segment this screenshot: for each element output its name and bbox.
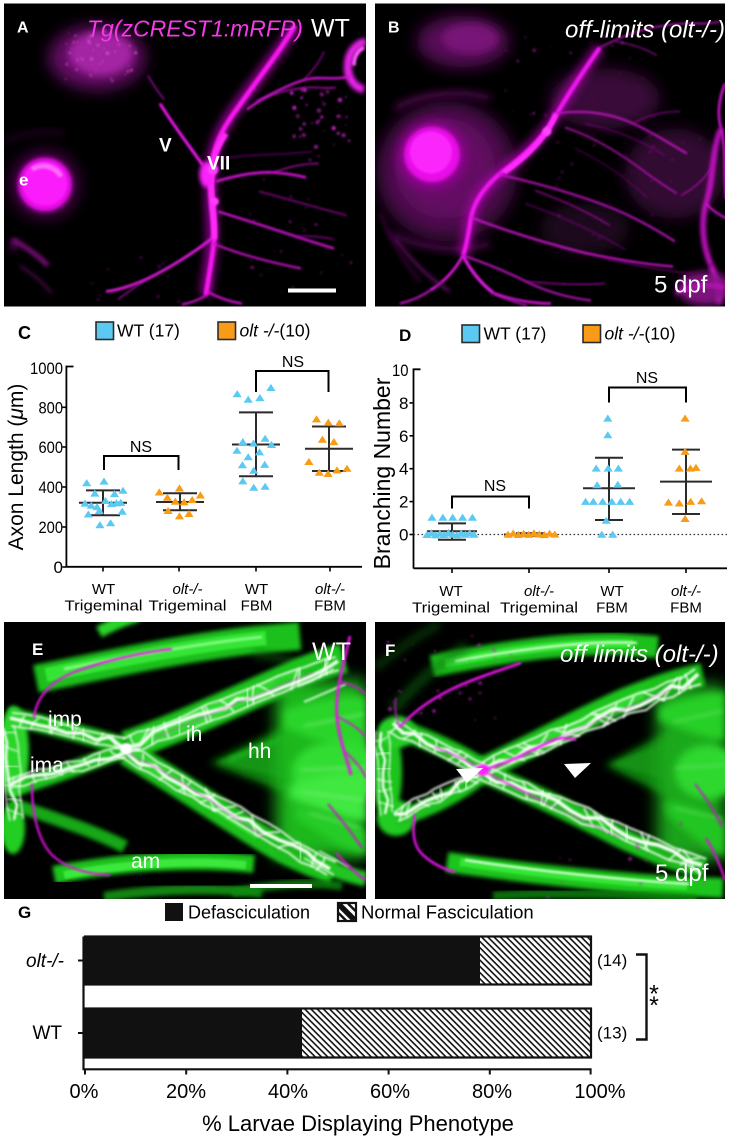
svg-text:800: 800: [39, 398, 64, 417]
svg-text:Tg(zCREST1:mRFP): Tg(zCREST1:mRFP): [87, 16, 303, 42]
svg-text:WT: WT: [312, 638, 351, 666]
svg-text:NS: NS: [636, 370, 658, 387]
svg-text:FBM: FBM: [314, 598, 346, 615]
svg-text:% Larvae Displaying Phenotype: % Larvae Displaying Phenotype: [202, 1111, 514, 1136]
svg-text:olt-/-: olt-/-: [173, 581, 203, 598]
svg-text:0: 0: [54, 558, 63, 577]
svg-text:am: am: [131, 850, 160, 873]
svg-text:WT: WT: [245, 581, 268, 598]
svg-text:olt -/-(10): olt -/-(10): [605, 324, 676, 344]
svg-text:WT: WT: [92, 581, 115, 598]
svg-text:olt-/-: olt-/-: [315, 581, 345, 598]
svg-text:V: V: [159, 136, 172, 157]
svg-text:FBM: FBM: [596, 600, 628, 617]
svg-text:NS: NS: [130, 439, 152, 456]
svg-text:WT (17): WT (17): [484, 324, 547, 344]
svg-text:imp: imp: [48, 708, 82, 731]
svg-text:Normal Fasciculation: Normal Fasciculation: [361, 902, 534, 923]
svg-text:2: 2: [399, 493, 408, 512]
svg-text:5 dpf: 5 dpf: [654, 272, 708, 299]
svg-text:8: 8: [399, 394, 408, 413]
svg-text:NS: NS: [282, 354, 304, 371]
svg-text:600: 600: [39, 438, 64, 457]
svg-text:*: *: [649, 992, 659, 1020]
svg-text:5 dpf: 5 dpf: [655, 860, 709, 887]
svg-text:WT (17): WT (17): [117, 321, 180, 341]
svg-text:olt-/-: olt-/-: [26, 951, 64, 972]
svg-text:Branching Number: Branching Number: [369, 377, 395, 569]
svg-text:(13): (13): [597, 1024, 627, 1043]
svg-text:off limits (olt-/-): off limits (olt-/-): [560, 641, 719, 668]
svg-text:6: 6: [399, 427, 408, 446]
svg-text:Trigeminal: Trigeminal: [149, 598, 227, 615]
svg-text:G: G: [18, 903, 31, 922]
svg-text:100%: 100%: [574, 1081, 625, 1103]
svg-text:C: C: [18, 323, 31, 343]
svg-text:Axon Length (μm): Axon Length (μm): [5, 384, 28, 551]
svg-text:e: e: [19, 171, 28, 190]
svg-text:olt-/-: olt-/-: [671, 583, 701, 600]
svg-text:1000: 1000: [30, 359, 63, 378]
svg-text:ima: ima: [30, 754, 64, 777]
svg-text:NS: NS: [484, 478, 506, 495]
svg-text:0%: 0%: [70, 1081, 99, 1103]
svg-text:20%: 20%: [166, 1081, 206, 1103]
svg-text:(14): (14): [597, 951, 627, 970]
svg-text:Trigeminal: Trigeminal: [500, 600, 578, 617]
svg-text:WT: WT: [600, 583, 623, 600]
svg-text:WT: WT: [32, 1023, 62, 1044]
svg-text:60%: 60%: [370, 1081, 410, 1103]
svg-text:40%: 40%: [268, 1081, 308, 1103]
svg-text:olt-/-: olt-/-: [524, 583, 554, 600]
svg-text:WT: WT: [311, 15, 350, 43]
svg-text:off-limits (olt-/-): off-limits (olt-/-): [565, 17, 725, 44]
svg-text:Trigeminal: Trigeminal: [412, 600, 490, 617]
svg-text:200: 200: [39, 518, 64, 537]
svg-text:WT: WT: [439, 583, 462, 600]
svg-text:80%: 80%: [472, 1081, 512, 1103]
svg-text:B: B: [388, 20, 400, 37]
svg-text:0: 0: [399, 526, 408, 545]
svg-text:E: E: [32, 640, 43, 659]
svg-text:Defasciculation: Defasciculation: [188, 903, 310, 923]
svg-text:FBM: FBM: [241, 598, 273, 615]
svg-text:FBM: FBM: [670, 600, 702, 617]
svg-text:F: F: [385, 641, 395, 660]
svg-text:10: 10: [392, 361, 409, 380]
svg-text:hh: hh: [248, 740, 271, 763]
svg-text:olt -/-(10): olt -/-(10): [240, 321, 311, 341]
svg-text:*: *: [649, 981, 659, 1009]
svg-text:VII: VII: [207, 154, 230, 175]
svg-text:A: A: [17, 20, 29, 37]
svg-text:D: D: [399, 326, 411, 345]
svg-text:400: 400: [39, 478, 64, 497]
svg-text:Trigeminal: Trigeminal: [65, 598, 143, 615]
svg-text:ih: ih: [186, 723, 202, 746]
svg-text:4: 4: [399, 460, 408, 479]
